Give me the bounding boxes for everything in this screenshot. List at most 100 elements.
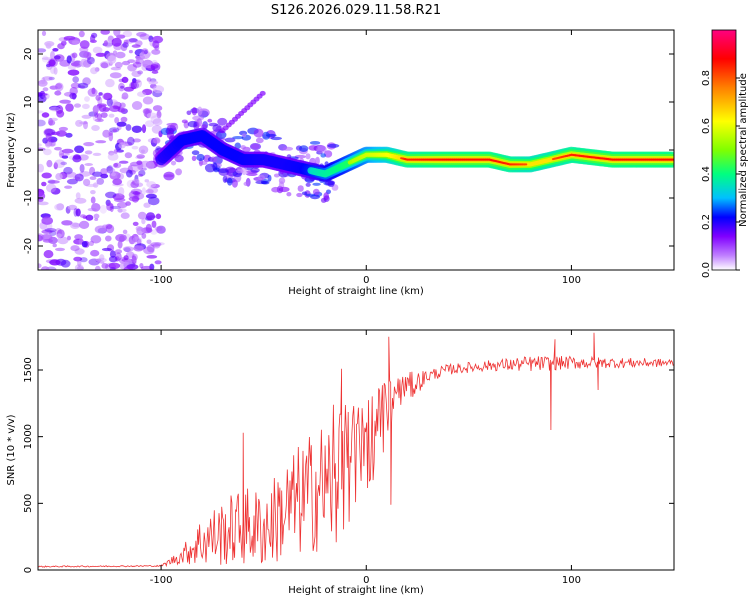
spectrogram-noise-blob xyxy=(150,242,162,247)
spectrogram-noise-blob xyxy=(91,32,98,39)
spectrogram-noise-blob xyxy=(132,61,142,68)
spectrogram-noise-blob xyxy=(128,235,136,245)
spectrogram-noise-blob xyxy=(128,49,133,54)
snr-ytick-label: 500 xyxy=(23,494,34,513)
spectrogram-noise-blob xyxy=(69,92,77,100)
colorbar-label: Normalized spectral amplitude xyxy=(738,73,749,227)
spectrogram-noise-blob xyxy=(53,162,58,170)
spectrogram-noise-blob xyxy=(131,101,143,110)
spectrogram-noise-blob xyxy=(41,30,47,36)
spectrogram-noise-blob xyxy=(141,124,147,134)
spectrogram-band-blob xyxy=(209,156,218,163)
spectrogram-noise-blob xyxy=(92,171,103,177)
snr-xtick-label: -100 xyxy=(150,575,173,586)
spectrogram-noise-blob xyxy=(74,173,84,182)
snr-ytick-label: 1500 xyxy=(23,357,34,382)
spectrogram-noise-blob xyxy=(114,249,123,254)
snr-ylabel: SNR (10 * v/v) xyxy=(6,414,17,485)
colorbar: 0.0 0.2 0.4 0.6 0.8 Normalized spectral ampl… xyxy=(701,29,749,278)
spectrogram-noise-blob xyxy=(53,67,58,75)
spectrogram-noise-blob xyxy=(122,246,134,252)
spectrogram-band-blob xyxy=(270,136,282,141)
spectrogram-noise-blob xyxy=(48,59,56,67)
spectrogram-noise-blob xyxy=(142,96,154,105)
spectrogram-noise-blob xyxy=(102,92,112,100)
spectrogram-noise-blob xyxy=(129,81,140,90)
spectrogram-band-blob xyxy=(204,163,216,173)
spectrogram-band-blob xyxy=(181,119,188,124)
spectrogram-noise-blob xyxy=(38,48,47,53)
snr-xtick-label: 100 xyxy=(562,575,581,586)
spectrogram-noise-blob xyxy=(72,155,82,163)
spectrogram-band-blob xyxy=(312,188,320,196)
spectrogram-noise-blob xyxy=(41,112,50,118)
spectrogram-noise-blob xyxy=(132,138,141,143)
spectrogram-band-blob xyxy=(261,180,270,185)
spectrogram-noise-blob xyxy=(91,125,100,131)
spectrogram-band-blob xyxy=(250,167,260,173)
spectrogram-band-blob xyxy=(231,179,238,188)
spectrogram-noise-blob xyxy=(150,183,160,189)
spectrogram-noise-blob xyxy=(102,129,111,138)
spectrogram-noise-blob xyxy=(118,142,126,149)
spectrogram-band-blob xyxy=(301,191,308,196)
spectrogram-noise-blob xyxy=(41,181,47,187)
spectrogram-noise-blob xyxy=(66,178,78,185)
spectrogram-noise-blob xyxy=(91,203,101,212)
spectrogram-noise-blob xyxy=(139,160,152,168)
spectrogram-band-blob xyxy=(246,172,258,176)
spectrogram-noise-blob xyxy=(151,70,159,74)
spectrogram-noise-blob xyxy=(57,236,69,245)
spectrogram-noise-blob xyxy=(41,229,53,234)
spectrogram-band-blob xyxy=(170,160,177,166)
spectrogram-noise-blob xyxy=(67,204,78,211)
spectrogram-noise-blob xyxy=(38,197,44,203)
spectrogram-noise-blob xyxy=(50,50,55,60)
spectrogram-noise-blob xyxy=(79,121,88,125)
spectrogram-noise-blob xyxy=(141,232,147,239)
spectrogram-marks xyxy=(38,30,674,270)
spectrogram-noise-blob xyxy=(145,193,157,199)
spectrogram-noise-blob xyxy=(99,61,111,69)
spectrogram-noise-blob xyxy=(84,150,93,155)
spectrogram-noise-blob xyxy=(136,32,147,37)
spectrogram-noise-blob xyxy=(83,178,91,187)
spectrogram-noise-blob xyxy=(94,265,101,270)
spectrogram-noise-blob xyxy=(50,65,56,74)
spectrogram-noise-blob xyxy=(71,40,81,45)
spectrogram-noise-blob xyxy=(50,187,61,195)
spectrogram-noise-blob xyxy=(136,154,145,159)
spectrogram-noise-blob xyxy=(123,39,129,45)
spectrogram-noise-blob xyxy=(105,224,115,234)
spectrogram-noise-blob xyxy=(40,234,53,241)
spectrogram-xlabel: Height of straight line (km) xyxy=(288,286,424,297)
spectrogram-noise-blob xyxy=(90,190,96,195)
spectrogram-noise-blob xyxy=(146,244,155,253)
spectrogram-noise-blob xyxy=(125,38,134,44)
spectrogram-noise-blob xyxy=(106,165,114,174)
spectrogram-noise-blob xyxy=(72,76,79,83)
spectrogram-noise-blob xyxy=(151,49,161,55)
spectrogram-noise-blob xyxy=(117,208,123,213)
colorbar-tick-label: 0.6 xyxy=(701,118,712,134)
spectrogram-noise-blob xyxy=(146,239,152,245)
spectrogram-noise-blob xyxy=(131,255,137,265)
spectrogram-noise-blob xyxy=(113,163,119,168)
spectrogram-noise-blob xyxy=(113,197,126,203)
spectrogram-noise-blob xyxy=(132,221,139,226)
spectrogram-noise-blob xyxy=(150,64,159,69)
spectrogram-noise-blob xyxy=(92,112,98,122)
spectrogram-noise-blob xyxy=(117,240,123,249)
spectrogram-band-blob xyxy=(278,186,290,193)
spectrogram-noise-blob xyxy=(44,41,55,47)
spectrogram-noise-blob xyxy=(71,222,81,228)
spectrogram-noise-blob xyxy=(99,204,108,214)
spectrogram-noise-blob xyxy=(127,136,135,146)
spectrogram-noise-blob xyxy=(141,167,147,171)
spectrogram-noise-blob xyxy=(41,266,50,270)
spectrogram-noise-blob xyxy=(111,37,122,47)
spectrogram-noise-blob xyxy=(54,146,62,151)
spectrogram-noise-blob xyxy=(125,169,133,178)
spectrogram-noise-blob xyxy=(115,234,127,242)
